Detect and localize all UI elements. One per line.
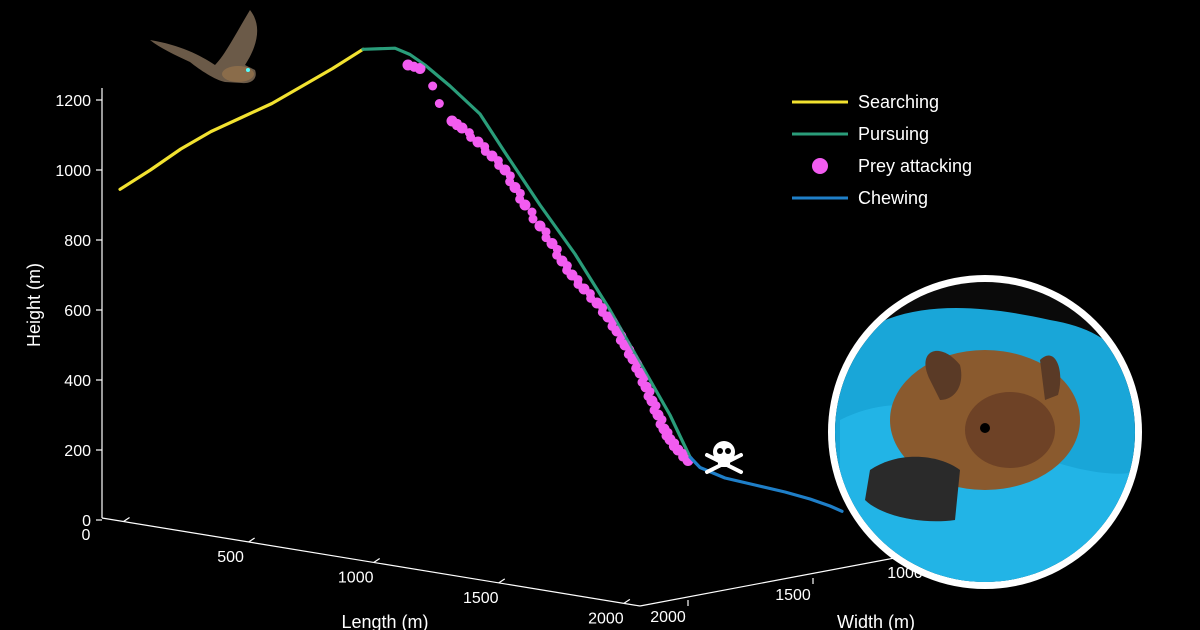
prey-attack-point (519, 199, 531, 211)
prey-attack-point (528, 214, 538, 224)
length-axis: 0 500 1000 1500 2000 Length (m) (82, 517, 641, 630)
series-line-searching (118, 47, 365, 191)
y-axis-title: Height (m) (24, 263, 44, 347)
series-line-pursuing-overlay (362, 47, 691, 458)
y-tick-label: 1000 (55, 163, 91, 180)
length-tick-mark (373, 557, 381, 563)
y-tick-label: 600 (64, 303, 91, 320)
skull-icon (705, 441, 743, 474)
prey-attack-point (466, 132, 476, 142)
y-axis: 0 200 400 600 800 1000 1200 Height (m) (24, 88, 103, 530)
prey-attack-point (527, 207, 537, 217)
width-tick-label: 2000 (650, 609, 686, 626)
length-tick-mark (623, 598, 631, 604)
length-tick-label: 500 (217, 549, 244, 566)
flying-bat-icon (150, 10, 258, 84)
series-line-chewing (688, 455, 844, 513)
prey-attack-point (456, 122, 468, 134)
length-tick-mark (123, 517, 130, 523)
series-line-pursuing (361, 46, 692, 459)
width-tick-label: 1500 (775, 587, 811, 604)
y-tick-label: 200 (64, 443, 91, 460)
length-tick-label: 2000 (588, 610, 624, 627)
bat-photo-inset (828, 275, 1142, 589)
legend-swatch (812, 158, 828, 174)
length-tick-label: 1000 (338, 569, 374, 586)
length-tick-label: 0 (82, 527, 91, 544)
length-tick-label: 1500 (463, 590, 499, 607)
legend-label: Pursuing (858, 124, 929, 144)
legend-label: Searching (858, 92, 939, 112)
legend: Searching Pursuing Prey attacking Chewing (792, 92, 972, 208)
width-axis-title: Width (m) (837, 612, 915, 630)
y-tick-label: 400 (64, 373, 91, 390)
length-tick-mark (248, 537, 255, 543)
prey-attack-point (434, 99, 444, 108)
y-tick-label: 1200 (55, 93, 91, 110)
series-layer (118, 46, 844, 513)
prey-attack-point (428, 81, 438, 91)
y-tick-label: 0 (82, 513, 91, 530)
length-axis-title: Length (m) (341, 612, 428, 630)
length-tick-mark (498, 578, 506, 584)
legend-label: Chewing (858, 188, 928, 208)
prey-attack-point (414, 63, 426, 74)
legend-label: Prey attacking (858, 156, 972, 176)
y-tick-label: 800 (64, 233, 91, 250)
